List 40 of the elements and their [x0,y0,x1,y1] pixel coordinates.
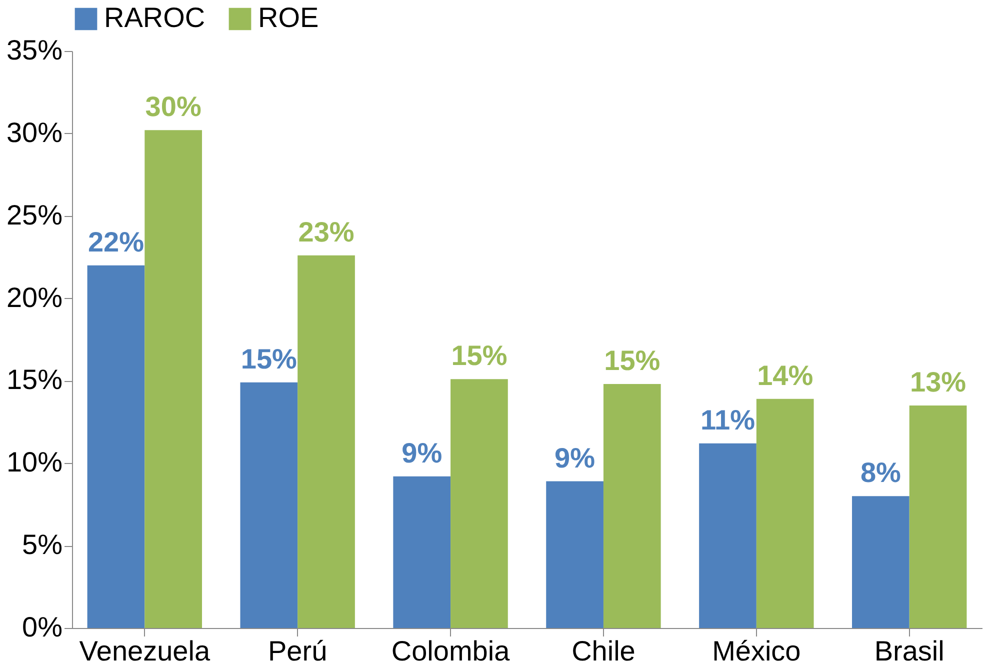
data-label: 15% [451,340,508,372]
data-label: 8% [860,457,902,488]
bar [699,443,756,628]
x-tick-label: México [712,636,801,666]
data-label: 15% [240,343,298,374]
bar [240,382,298,628]
data-label: 22% [88,226,144,258]
data-label: 11% [700,404,756,436]
y-tick-label: 15% [6,364,62,396]
data-label: 13% [910,366,966,398]
y-tick-label: 25% [6,199,62,230]
data-label: 14% [757,360,814,391]
x-tick-label: Chile [572,636,636,666]
data-label: 9% [554,442,596,474]
bar [909,405,967,628]
y-tick-label: 5% [22,529,62,560]
y-tick-label: 30% [6,116,62,148]
bar [603,384,661,628]
data-label: 15% [604,345,660,376]
data-label: 23% [298,216,354,248]
bar [393,476,451,628]
bar [852,496,910,628]
legend-label: RAROC [104,2,206,33]
bar [546,481,604,628]
bar [756,398,814,628]
data-label: 30% [145,91,202,122]
bar [298,255,355,628]
bar [87,265,145,628]
bar [450,379,508,628]
x-tick-label: Brasil [874,636,944,666]
bar [144,130,202,628]
y-tick-label: 20% [6,282,62,313]
y-tick-label: 35% [6,34,62,66]
data-label: 9% [402,437,442,468]
legend-label: ROE [258,2,319,33]
x-tick-label: Colombia [391,636,510,666]
x-tick-label: Venezuela [79,636,210,666]
y-tick-label: 10% [6,446,62,478]
x-tick-label: Perú [268,636,328,666]
y-tick-label: 0% [22,612,62,642]
